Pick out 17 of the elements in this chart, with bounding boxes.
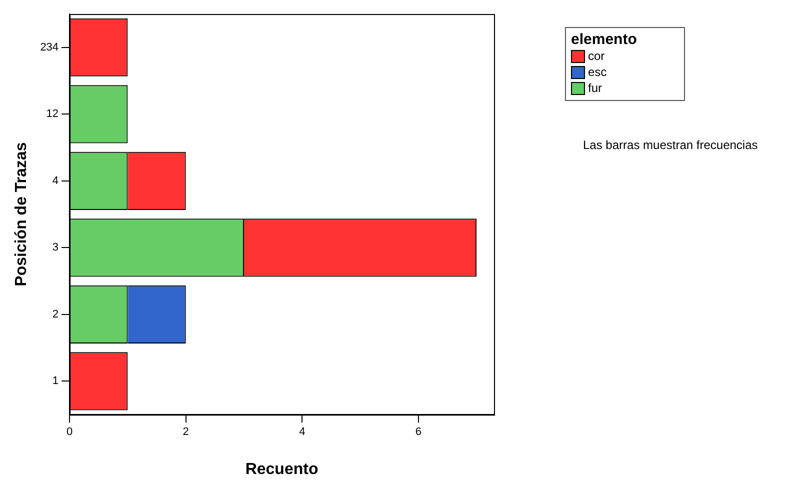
text: Las barras muestran frecuencias bbox=[583, 138, 758, 152]
legend-title: elemento bbox=[571, 31, 638, 48]
x-axis-title: Recuento bbox=[245, 460, 318, 478]
legend-label: fur bbox=[588, 81, 602, 95]
legend-label: esc bbox=[588, 65, 607, 79]
y-axis-title: Posición de Trazas bbox=[13, 142, 30, 286]
legend-label: cor bbox=[588, 49, 605, 63]
y-tick-label: 12 bbox=[46, 108, 59, 120]
y-tick-label: 1 bbox=[52, 375, 59, 388]
x-tick-label: 4 bbox=[299, 426, 306, 438]
x-tick-label: 0 bbox=[66, 426, 73, 438]
y-tick-label: 4 bbox=[52, 174, 59, 187]
y-tick-label: 3 bbox=[52, 242, 59, 254]
y-tick-label: 2 bbox=[52, 308, 59, 320]
x-tick-label: 6 bbox=[415, 426, 422, 438]
x-tick-label: 2 bbox=[182, 426, 189, 438]
y-tick-label: 234 bbox=[40, 41, 59, 54]
